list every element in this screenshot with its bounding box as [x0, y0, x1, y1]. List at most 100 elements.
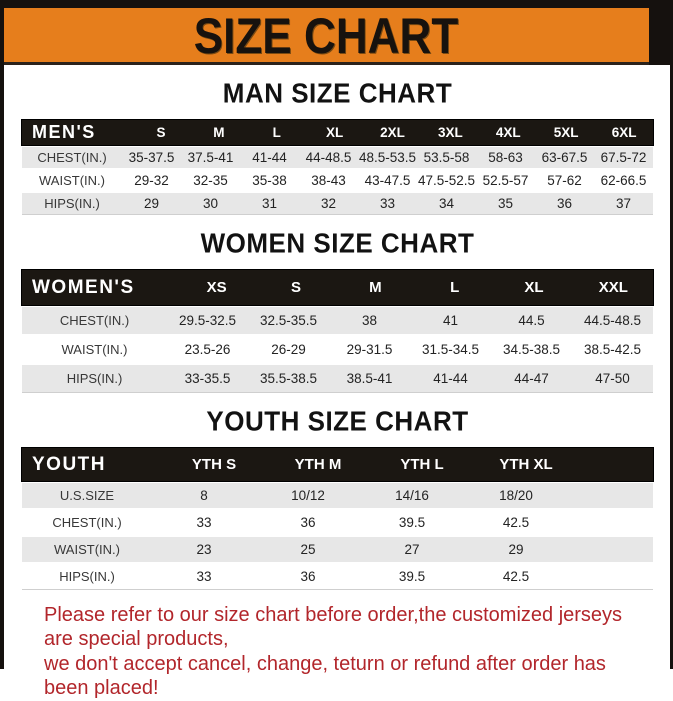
table-row: HIPS(IN.) 29 30 31 32 33 34 35 36 37 — [22, 193, 653, 214]
table-title-cell: YOUTH — [32, 453, 106, 475]
row-label-cell: CHEST(IN.) — [52, 515, 122, 530]
size-chart-sections: MAN SIZE CHART MEN'S S M L XL 2XL 3XL 4XL 5XL 6XL C… — [22, 76, 653, 590]
measurement-cell: 36 — [556, 196, 573, 211]
top-black-bar — [0, 0, 673, 8]
banner-right-black-block — [649, 8, 673, 65]
measurement-cell: 31 — [261, 196, 278, 211]
measurement-cell: 25 — [300, 542, 316, 557]
measurement-cell: 35-38 — [252, 173, 287, 188]
size-column-header: M — [213, 125, 225, 140]
measurement-cell: 62-66.5 — [600, 173, 647, 188]
measurement-cell: 33 — [196, 569, 212, 584]
measurement-cell: 33 — [379, 196, 396, 211]
measurement-cell: 23 — [196, 542, 212, 557]
right-border-bar — [670, 0, 673, 669]
measurement-cell: 36 — [300, 569, 316, 584]
measurement-cell: 34 — [438, 196, 455, 211]
measurement-cell: 47.5-52.5 — [417, 173, 476, 188]
measurement-cell: 32.5-35.5 — [259, 313, 318, 328]
row-label-cell: HIPS(IN.) — [44, 196, 100, 211]
measurement-cell: 38.5-41 — [346, 371, 393, 386]
measurement-cell: 41 — [442, 313, 459, 328]
measurement-cell: 38.5-42.5 — [583, 342, 642, 357]
measurement-cell: 31.5-34.5 — [421, 342, 480, 357]
table-row: WAIST(IN.) 23.5-26 26-29 29-31.5 31.5-34.5 34… — [22, 336, 653, 363]
left-border-bar — [0, 0, 4, 669]
size-column-header: XXL — [598, 279, 628, 296]
size-column-header: XL — [325, 125, 344, 140]
measurement-cell: 29 — [508, 542, 524, 557]
banner-background: SIZE CHART — [3, 8, 649, 65]
row-spacer — [568, 564, 653, 589]
table-title-cell: WOMEN'S — [32, 276, 135, 298]
measurement-cell: 47-50 — [595, 371, 630, 386]
header-spacer — [578, 448, 653, 481]
section-heading-womens: WOMEN SIZE CHART — [200, 226, 475, 260]
size-column-header: 6XL — [611, 125, 637, 140]
table-row: HIPS(IN.) 33-35.5 35.5-38.5 38.5-41 41-44 44-… — [22, 365, 653, 392]
measurement-cell: 44-48.5 — [305, 150, 352, 165]
size-column-header: YTH M — [294, 456, 342, 473]
mens-size-table: MEN'S S M L XL 2XL 3XL 4XL 5XL 6XL CHEST(IN.) 35-37… — [22, 120, 653, 215]
row-spacer — [568, 483, 653, 508]
size-column-header: 2XL — [380, 125, 405, 140]
measurement-cell: 44.5-48.5 — [583, 313, 642, 328]
measurement-cell: 37.5-41 — [187, 150, 234, 165]
table-row: HIPS(IN.) 33 36 39.5 42.5 — [22, 564, 653, 589]
measurement-cell: 37 — [615, 196, 632, 211]
size-column-header: S — [290, 279, 301, 296]
measurement-cell: 39.5 — [398, 515, 426, 530]
notice-line-1: Please refer to our size chart before or… — [44, 604, 623, 651]
measurement-cell: 41-44 — [433, 371, 468, 386]
measurement-cell: 34.5-38.5 — [502, 342, 561, 357]
size-column-header: YTH S — [191, 456, 237, 473]
youth-size-table: YOUTH YTH S YTH M YTH L YTH XL U.S.SIZE 8 10/12… — [22, 448, 653, 590]
row-spacer — [568, 537, 653, 562]
row-label-cell: WAIST(IN.) — [39, 173, 105, 188]
table-row: WAIST(IN.) 29-32 32-35 35-38 38-43 43-47.5 47.… — [22, 170, 653, 191]
measurement-cell: 14/16 — [395, 488, 429, 503]
womens-size-table: WOMEN'S XS S M L XL XXL CHEST(IN.) 29.5-32.5 32.5… — [22, 270, 653, 393]
size-chart-content: MAN SIZE CHART MEN'S S M L XL 2XL 3XL 4XL 5XL 6XL C… — [0, 76, 673, 701]
notice-line-2: we don't accept cancel, change, teturn o… — [44, 652, 606, 700]
order-notice: Please refer to our size chart before or… — [44, 603, 653, 701]
measurement-cell: 43-47.5 — [364, 173, 411, 188]
table-header-row: WOMEN'S XS S M L XL XXL — [22, 270, 653, 305]
table-row: U.S.SIZE 8 10/12 14/16 18/20 — [22, 483, 653, 508]
measurement-cell: 23.5-26 — [184, 342, 231, 357]
measurement-cell: 33-35.5 — [184, 371, 231, 386]
size-column-header: XL — [524, 279, 544, 296]
measurement-cell: 29-32 — [134, 173, 169, 188]
table-row: CHEST(IN.) 33 36 39.5 42.5 — [22, 510, 653, 535]
row-label-cell: WAIST(IN.) — [54, 542, 120, 557]
size-column-header: YTH L — [400, 456, 444, 473]
row-spacer — [568, 510, 653, 535]
size-column-header: S — [156, 125, 166, 140]
row-label-cell: HIPS(IN.) — [59, 569, 115, 584]
measurement-cell: 18/20 — [499, 488, 533, 503]
size-column-header: XS — [206, 279, 227, 296]
size-column-header: 3XL — [438, 125, 463, 140]
size-column-header: 4XL — [495, 125, 521, 140]
size-column-header: YTH XL — [499, 456, 553, 473]
measurement-cell: 35-37.5 — [128, 150, 175, 165]
measurement-cell: 67.5-72 — [600, 150, 647, 165]
measurement-cell: 29.5-32.5 — [178, 313, 237, 328]
table-row: CHEST(IN.) 35-37.5 37.5-41 41-44 44-48.5 48.5… — [22, 147, 653, 168]
measurement-cell: 39.5 — [398, 569, 426, 584]
measurement-cell: 44.5 — [518, 313, 545, 328]
table-row: WAIST(IN.) 23 25 27 29 — [22, 537, 653, 562]
measurement-cell: 33 — [196, 515, 212, 530]
section-heading-mens: MAN SIZE CHART — [222, 76, 453, 110]
measurement-cell: 41-44 — [252, 150, 287, 165]
row-label-cell: U.S.SIZE — [59, 488, 115, 503]
measurement-cell: 29 — [143, 196, 160, 211]
measurement-cell: 42.5 — [502, 515, 530, 530]
measurement-cell: 35 — [497, 196, 514, 211]
row-label-cell: CHEST(IN.) — [59, 313, 130, 328]
measurement-cell: 36 — [300, 515, 316, 530]
measurement-cell: 27 — [404, 542, 420, 557]
size-column-header: L — [450, 279, 460, 296]
measurement-cell: 57-62 — [547, 173, 582, 188]
measurement-cell: 53.5-58 — [423, 150, 470, 165]
